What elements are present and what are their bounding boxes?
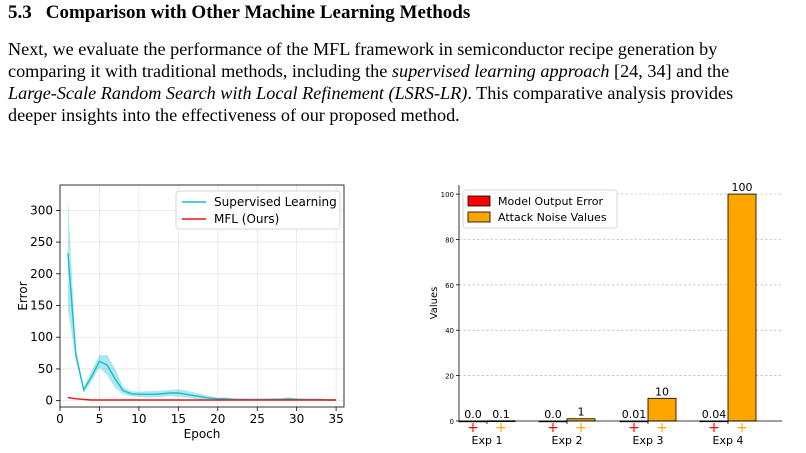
y-tick-label: 20: [445, 373, 454, 381]
x-tick-label: Exp 2: [552, 434, 583, 447]
experiment-bar-chart: 0204060801000.0+0.0+0.01+0.04+0.1+1+10+1…: [429, 181, 782, 447]
paragraph-text: . This comparative analysis provides: [467, 83, 734, 103]
emphasis-text: supervised learning approach: [391, 61, 610, 81]
paragraph-line: comparing it with traditional methods, i…: [8, 60, 802, 82]
y-tick-label: 80: [445, 236, 454, 244]
legend-label: MFL (Ours): [214, 212, 279, 226]
y-tick-label: 150: [30, 299, 53, 313]
y-tick-label: 50: [38, 362, 53, 376]
legend-swatch: [467, 195, 491, 207]
x-tick-label: Exp 1: [472, 434, 503, 447]
x-tick-label: Exp 4: [713, 434, 744, 447]
legend-label: Attack Noise Values: [498, 211, 607, 224]
y-tick-label: 300: [30, 203, 53, 217]
legend-box: [462, 189, 618, 229]
bar: [647, 397, 677, 422]
plus-marker: +: [628, 420, 640, 436]
y-axis-label: Error: [16, 281, 30, 310]
y-tick-label: 0: [45, 394, 53, 408]
y-tick-label: 60: [445, 282, 454, 290]
y-tick-label: 100: [30, 330, 53, 344]
plus-marker: +: [736, 420, 748, 436]
error-line-chart: 0 5 10 15 20 25 30 35 0 50 100 150 200 250 300 Epoch Err…: [16, 184, 345, 441]
legend-swatch: [467, 211, 491, 223]
bar-value-label: 0.01: [622, 408, 647, 421]
series-line: [67, 396, 337, 401]
legend-box: [175, 190, 341, 230]
plus-marker: +: [575, 420, 587, 436]
series-line: [67, 252, 337, 401]
plus-marker: +: [467, 420, 479, 436]
section-title: Comparison with Other Machine Learning M…: [45, 2, 471, 23]
plus-marker: +: [656, 420, 668, 436]
legend-label: Supervised Learning: [214, 195, 337, 209]
x-tick-label: Exp 3: [633, 434, 664, 447]
x-tick-label: 35: [328, 412, 343, 426]
x-tick-label: 10: [131, 412, 146, 426]
paragraph-text: Next, we evaluate the performance of the…: [8, 39, 718, 59]
bar-value-label: 0.0: [544, 408, 562, 421]
y-tick-label: 200: [30, 267, 53, 281]
bar-value-label: 1: [578, 406, 585, 419]
bar-value-label: 100: [732, 181, 753, 194]
paragraph-text: deeper insights into the effectiveness o…: [8, 105, 460, 125]
paragraph-line: Next, we evaluate the performance of the…: [8, 38, 802, 60]
plus-marker: +: [708, 420, 720, 436]
paragraph-line: Large-Scale Random Search with Local Ref…: [8, 82, 802, 104]
paragraph-text: [24, 34] and the: [609, 61, 730, 81]
y-tick-label: 0: [450, 418, 454, 426]
section-heading: 5.3 Comparison with Other Machine Learnin…: [8, 2, 470, 24]
emphasis-text: Large-Scale Random Search with Local Ref…: [8, 83, 468, 103]
y-tick-label: 40: [445, 327, 454, 335]
plus-marker: +: [547, 420, 559, 436]
comparison-figure: 0 5 10 15 20 25 30 35050100150200250300EpochErr…: [16, 181, 782, 447]
legend-label: Model Output Error: [498, 195, 604, 208]
x-tick-label: 0: [56, 412, 64, 426]
y-tick-label: 250: [30, 235, 53, 249]
y-tick-label: 100: [441, 191, 454, 199]
x-tick-label: 5: [96, 412, 104, 426]
bar: [727, 193, 757, 422]
paragraph-text: comparing it with traditional methods, i…: [8, 61, 392, 81]
x-tick-label: 20: [210, 412, 225, 426]
plus-marker: +: [495, 420, 507, 436]
bar-value-label: 0.0: [464, 408, 482, 421]
paragraph-line: deeper insights into the effectiveness o…: [8, 104, 802, 126]
section-number: 5.3: [8, 2, 32, 23]
body-paragraph: Next, we evaluate the performance of the…: [8, 38, 802, 126]
bar-value-label: 10: [655, 385, 669, 398]
x-axis-label: Epoch: [184, 427, 221, 441]
y-axis-label: Values: [429, 287, 440, 320]
plot-frame: [59, 184, 345, 408]
bar-value-label: 0.1: [492, 408, 510, 421]
x-tick-label: 30: [289, 412, 304, 426]
bar-value-label: 0.04: [702, 408, 727, 421]
x-tick-label: 15: [171, 412, 186, 426]
x-tick-label: 25: [250, 412, 265, 426]
